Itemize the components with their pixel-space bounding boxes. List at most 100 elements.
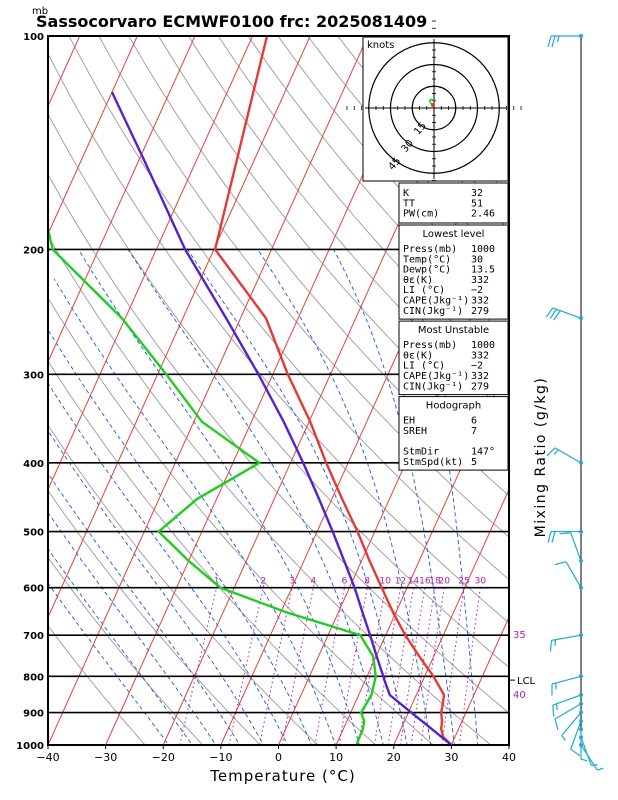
wind-barb <box>561 710 583 741</box>
y-axis-label: Mixing Ratio (g/kg) <box>533 377 549 538</box>
theta-e-label: 40 <box>513 690 526 701</box>
mixing-ratio-line <box>281 585 315 745</box>
wind-barb <box>579 743 604 771</box>
wind-barb-flag <box>549 308 558 319</box>
hodograph-ring <box>411 85 457 131</box>
most-unstable-label: θε(K) <box>403 350 433 361</box>
mixing-ratio-label: 12 <box>395 577 406 587</box>
isotherm <box>450 616 509 745</box>
wind-barb-staff <box>551 634 582 641</box>
isotherm <box>0 36 22 745</box>
pressure-tick-label: 400 <box>23 459 44 470</box>
wind-barb <box>547 34 583 48</box>
wind-barb <box>552 692 583 717</box>
wind-barb <box>559 532 583 563</box>
hodograph-indices-value: 6 <box>471 416 477 427</box>
moist-adiabat <box>333 249 455 745</box>
lowest-level-box <box>398 224 509 320</box>
dry-adiabat <box>48 235 492 745</box>
wind-barb-staff <box>580 744 598 771</box>
dry-adiabat <box>48 489 261 745</box>
hodograph-indices-value: 7 <box>471 426 477 437</box>
hodograph-indices-label: EH <box>403 416 415 427</box>
wind-barb-flag <box>554 718 559 731</box>
lowest-level-label: CIN(Jkg⁻¹) <box>403 306 463 317</box>
temperature-tick-label: 0 <box>275 751 282 764</box>
pressure-unit-label: mb <box>32 6 48 17</box>
lcl-label: LCL <box>517 676 536 687</box>
hodograph-indices-value: 5 <box>471 457 477 468</box>
lowest-level-value: −2 <box>471 285 483 296</box>
wind-barb <box>579 735 598 766</box>
moist-adiabat <box>187 249 408 745</box>
summary-value: 51 <box>471 198 483 209</box>
wind-barb-staff <box>552 307 582 319</box>
pressure-tick-label: 300 <box>23 370 44 381</box>
hodograph-indices-value: 147° <box>471 447 495 458</box>
moist-adiabat <box>78 249 360 745</box>
hodograph-indices-box <box>398 396 509 471</box>
wind-barb-staff <box>565 561 582 589</box>
summary-label: TT <box>403 198 415 209</box>
moist-adiabat <box>48 429 265 745</box>
wind-barb-staff <box>570 532 582 562</box>
mixing-ratio-label: 30 <box>475 577 487 587</box>
wind-barb-flag <box>559 532 571 535</box>
wind-barb-staff <box>554 703 582 720</box>
hodograph-ring <box>389 63 479 153</box>
hodograph-frame <box>362 36 509 182</box>
most-unstable-value: 1000 <box>471 340 495 351</box>
pressure-tick-label: 200 <box>23 245 44 256</box>
moist-adiabat <box>48 548 193 745</box>
mixing-ratio-label: 25 <box>458 577 469 587</box>
lowest-level-header: Lowest level <box>423 229 485 240</box>
pressure-tick-label: 1000 <box>16 741 44 752</box>
most-unstable-label: CAPE(Jkg⁻¹) <box>403 371 469 382</box>
moist-adiabat <box>48 511 217 745</box>
wind-barb-flag <box>552 705 555 717</box>
wind-barb <box>579 727 588 762</box>
lowest-level-label: LI (°C) <box>403 285 445 296</box>
wind-barb-staff <box>551 675 582 685</box>
temperature-tick-label: 10 <box>329 751 343 764</box>
storm-motion-marker <box>431 103 435 107</box>
dry-adiabat <box>48 52 509 624</box>
lowest-level-value: 332 <box>471 275 489 286</box>
parcel-profile <box>110 91 453 745</box>
dry-adiabat <box>128 36 509 497</box>
pressure-tick-label: 600 <box>23 584 44 595</box>
temperature-tick-label: −30 <box>94 751 117 764</box>
mixing-ratio-label: 1 <box>214 577 220 587</box>
lcl-marker: LCL <box>509 676 536 687</box>
temperature-tick-label: −20 <box>152 751 175 764</box>
isotherm <box>48 36 369 745</box>
wind-barb-half-flag <box>556 35 560 43</box>
wind-barb-flag <box>570 748 581 757</box>
wind-barb-flag <box>551 35 556 48</box>
chart-title: Sassocorvaro ECMWF0100 frc: 2025081409 <box>36 12 427 31</box>
most-unstable-label: Press(mb) <box>403 340 457 351</box>
hodograph-indices-label: SREH <box>403 426 427 437</box>
isotherm <box>48 36 311 619</box>
dry-adiabat <box>48 424 319 745</box>
most-unstable-label: LI (°C) <box>403 361 445 372</box>
lowest-level-value: 13.5 <box>471 265 495 276</box>
most-unstable-header: Most Unstable <box>418 325 489 336</box>
lowest-level-label: Dewp(°C) <box>403 265 451 276</box>
temperature-profile <box>213 36 453 745</box>
wind-barb-flag <box>549 640 553 652</box>
isotherm <box>48 36 254 491</box>
mixing-ratio-label: 8 <box>364 577 370 587</box>
wind-barb-staff <box>570 720 582 750</box>
moist-adiabat <box>257 249 432 745</box>
dry-adiabat <box>68 36 509 581</box>
hodograph-unit-label: knots <box>367 40 394 51</box>
most-unstable-value: 332 <box>471 350 489 361</box>
wind-barb-staff <box>552 694 582 706</box>
most-unstable-value: −2 <box>471 361 483 372</box>
mixing-ratio-label: 6 <box>342 577 348 587</box>
mixing-ratio-label: 20 <box>438 577 450 587</box>
lowest-level-label: CAPE(Jkg⁻¹) <box>403 296 469 307</box>
pressure-tick-label: 100 <box>23 32 44 43</box>
